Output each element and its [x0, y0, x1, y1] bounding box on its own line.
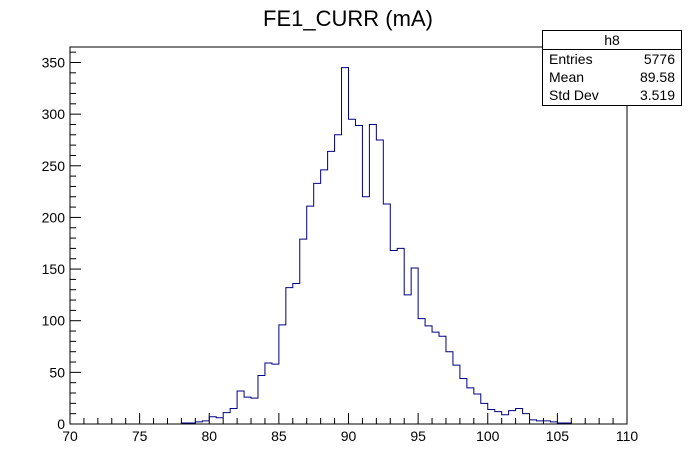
histogram-bin [349, 119, 356, 424]
histogram-bin [314, 183, 321, 424]
histogram-bin [543, 421, 550, 424]
histogram-bin [223, 413, 230, 424]
histogram-bin [557, 423, 564, 424]
y-tick-label: 0 [57, 416, 65, 432]
histogram-bin [293, 284, 300, 424]
histogram-bin [474, 394, 481, 424]
plot-axes: 70 75 80 85 90 95 100 105 110 0 50 100 150 200 250 300 3… [42, 46, 639, 444]
histogram-bin [432, 332, 439, 424]
stats-stddev-row: Std Dev 3.519 [543, 86, 681, 104]
histogram-bin [418, 319, 425, 424]
histogram-bin [321, 170, 328, 424]
histogram-bin [307, 206, 314, 424]
histogram-bin [202, 421, 209, 424]
histogram-bin [488, 410, 495, 424]
histogram-bin [536, 421, 543, 424]
histogram-bin [425, 326, 432, 424]
stats-box: h8 Entries 5776 Mean 89.58 Std Dev 3.519 [542, 30, 682, 106]
y-tick-label: 150 [42, 261, 66, 277]
histogram-bin [523, 414, 530, 424]
x-tick-label: 70 [62, 428, 78, 444]
x-tick-label: 95 [410, 428, 426, 444]
histogram-bin [369, 124, 376, 424]
histogram-bin [244, 397, 251, 424]
histogram-bin [230, 409, 237, 424]
histogram-bin [342, 68, 349, 424]
chart-title: FE1_CURR (mA) [263, 6, 433, 31]
histogram-bin [328, 151, 335, 424]
entries-label: Entries [549, 51, 593, 67]
histogram-bin [355, 125, 362, 424]
x-tick-label: 80 [201, 428, 217, 444]
histogram-bin [411, 268, 418, 424]
histogram-bin [272, 364, 279, 424]
histogram-bin [509, 411, 516, 424]
y-tick-label: 50 [49, 364, 65, 380]
histogram-bin [446, 352, 453, 424]
stats-box-name: h8 [543, 31, 681, 50]
histogram-bin [362, 197, 369, 424]
histogram-bin [460, 379, 467, 424]
histogram-bin [502, 415, 509, 424]
histogram-bin [188, 423, 195, 424]
histogram-bin [265, 363, 272, 424]
y-tick-label: 100 [42, 313, 66, 329]
stats-mean-row: Mean 89.58 [543, 68, 681, 86]
x-tick-label: 110 [616, 428, 639, 444]
histogram-bin [564, 423, 571, 424]
histogram-bin [397, 248, 404, 424]
histogram-bin [258, 375, 265, 424]
histogram-bin [516, 409, 523, 424]
histogram-bin [195, 422, 202, 424]
histogram-bin [216, 418, 223, 424]
histogram-bin [279, 325, 286, 424]
histogram-bin [286, 288, 293, 424]
y-tick-label: 350 [42, 54, 66, 70]
histogram-bin [383, 204, 390, 424]
histogram-bin [251, 398, 258, 424]
entries-value: 5776 [643, 51, 675, 67]
y-tick-label: 300 [42, 106, 66, 122]
stats-entries-row: Entries 5776 [543, 50, 681, 68]
histogram-bin [495, 412, 502, 424]
histogram-bin [481, 403, 488, 424]
x-tick-label: 100 [476, 428, 500, 444]
histogram-bin [439, 336, 446, 424]
histogram-bin [530, 420, 537, 424]
mean-label: Mean [549, 69, 585, 85]
stddev-value: 3.519 [639, 87, 675, 103]
y-tick-label: 250 [42, 158, 66, 174]
histogram-bin [390, 250, 397, 424]
histogram-bin [335, 135, 342, 424]
stddev-label: Std Dev [549, 87, 599, 103]
histogram-bin [300, 239, 307, 424]
histogram-series [180, 67, 572, 424]
y-tick-label: 200 [42, 209, 66, 225]
histogram-bin [376, 140, 383, 424]
x-tick-label: 85 [271, 428, 287, 444]
x-tick-label: 75 [132, 428, 148, 444]
x-tick-label: 105 [546, 428, 570, 444]
histogram-bin [550, 422, 557, 424]
histogram-bin [453, 365, 460, 424]
histogram-bin [181, 423, 188, 424]
mean-value: 89.58 [639, 69, 675, 85]
histogram-bin [467, 388, 474, 424]
histogram-bin [404, 295, 411, 424]
histogram-bin [209, 417, 216, 424]
histogram-outline [180, 67, 572, 424]
histogram-bin [237, 391, 244, 424]
x-tick-label: 90 [341, 428, 357, 444]
